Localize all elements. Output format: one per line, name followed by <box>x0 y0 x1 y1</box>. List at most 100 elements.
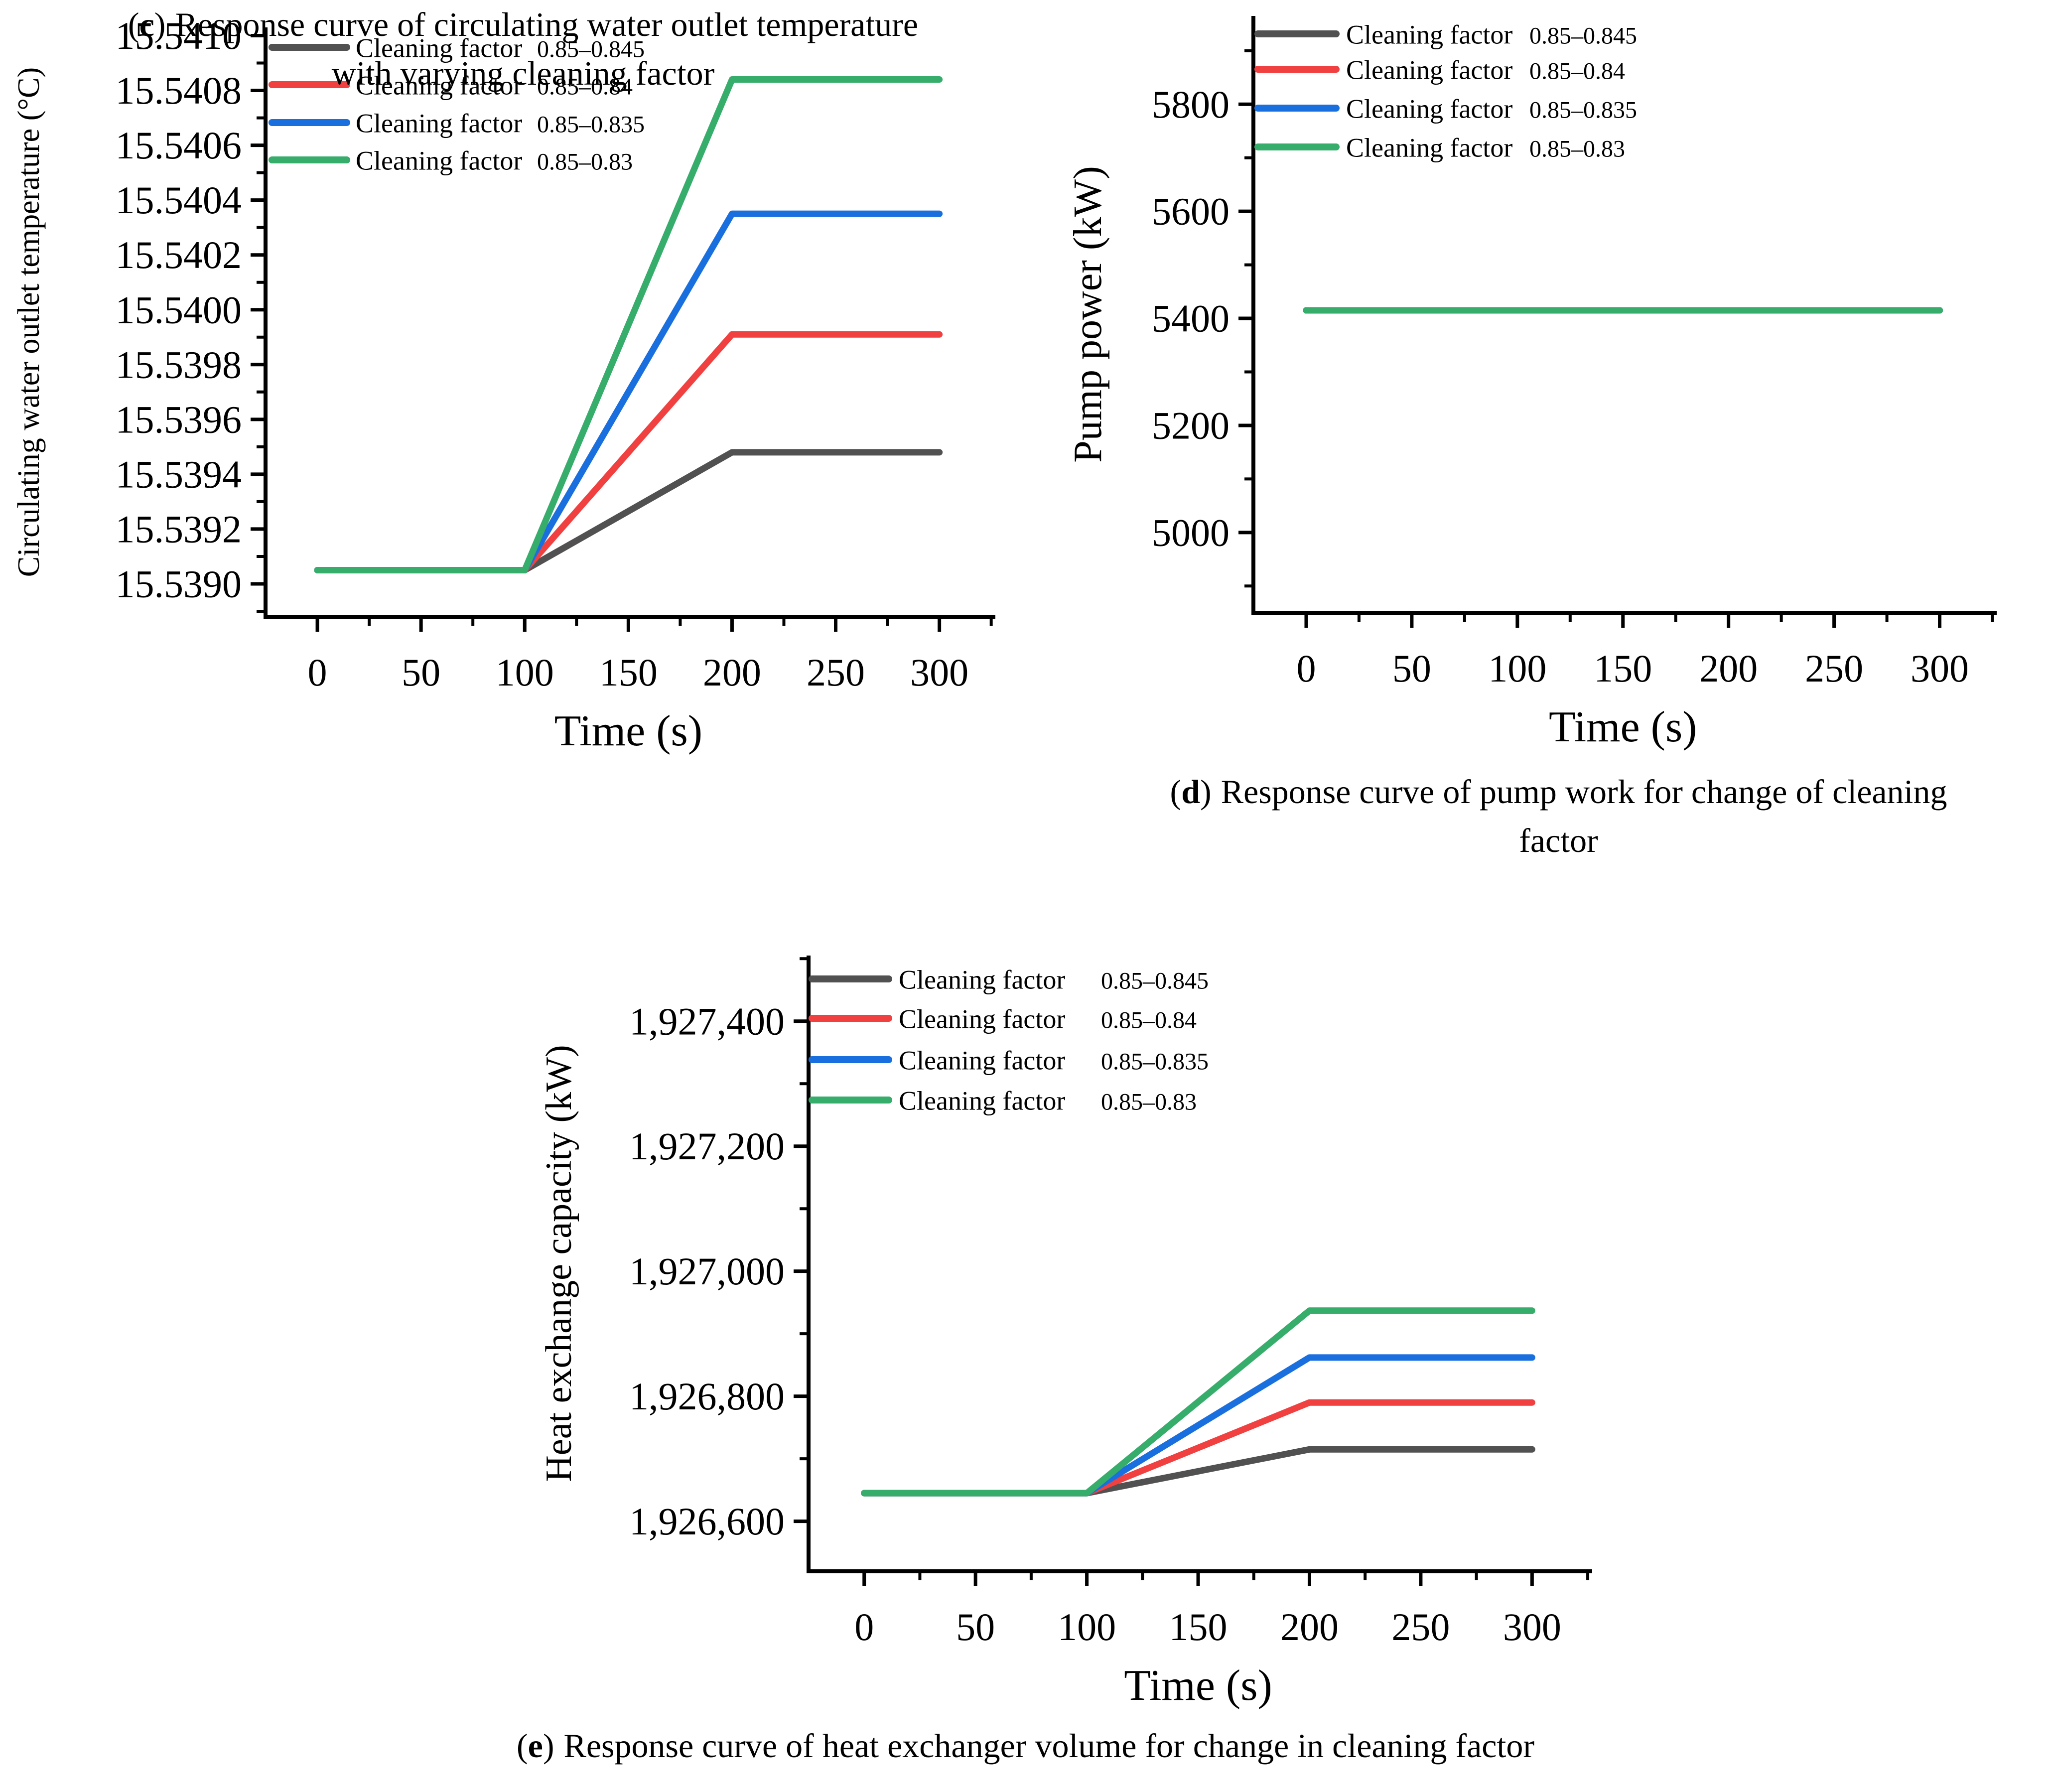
y-tick-label: 15.5394 <box>116 452 242 496</box>
legend-label: Cleaning factor <box>899 1004 1065 1034</box>
legend-entry-0.85–0.845: Cleaning factor 0.85–0.845 <box>269 33 645 63</box>
legend-label: Cleaning factor <box>1346 19 1512 49</box>
legend-label: Cleaning factor <box>899 965 1065 994</box>
legend-value: 0.85–0.83 <box>1101 1089 1197 1115</box>
x-tick-label: 50 <box>402 651 440 694</box>
y-tick-label: 5800 <box>1152 83 1230 126</box>
y-tick-label: 15.5408 <box>116 69 242 112</box>
legend-label: Cleaning factor <box>1346 133 1512 162</box>
y-tick-label: 5200 <box>1152 404 1230 447</box>
legend-label: Cleaning factor <box>356 145 522 175</box>
x-tick-label: 100 <box>1488 647 1546 690</box>
x-tick-label: 50 <box>956 1605 995 1649</box>
x-tick-label: 250 <box>1805 647 1863 690</box>
legend-entry-0.85–0.835: Cleaning factor 0.85–0.835 <box>809 1045 1209 1075</box>
y-tick-label: 15.5392 <box>116 507 242 551</box>
series-line-0.85–0.83 <box>314 76 943 573</box>
x-tick-label: 200 <box>1280 1605 1339 1649</box>
y-tick-label: 5600 <box>1152 190 1230 233</box>
legend-label: Cleaning factor <box>899 1086 1065 1115</box>
legend-value: 0.85–0.84 <box>1101 1007 1197 1033</box>
legend-value: 0.85–0.835 <box>1101 1048 1209 1075</box>
x-tick-label: 150 <box>599 651 658 694</box>
y-tick-label: 15.5402 <box>116 233 242 276</box>
caption-d-line2: factor <box>1519 822 1598 859</box>
x-tick-label: 200 <box>1699 647 1758 690</box>
caption-c-paren-open: ( <box>128 5 139 43</box>
axis-frame <box>1251 16 1997 615</box>
x-tick-label: 0 <box>1296 647 1316 690</box>
caption-d-paren-close: ) <box>1200 773 1212 811</box>
x-tick-label: 100 <box>496 651 554 694</box>
series-line-0.85–0.845 <box>861 1446 1535 1497</box>
x-tick-label: 250 <box>807 651 865 694</box>
x-axis-title: Time (s) <box>1549 703 1697 751</box>
caption-e-text: Response curve of heat exchanger volume … <box>563 1727 1535 1765</box>
legend-value: 0.85–0.845 <box>537 36 645 62</box>
legend-value: 0.85–0.83 <box>1529 136 1625 162</box>
legend-label: Cleaning factor <box>899 1045 1065 1075</box>
y-tick-label: 5400 <box>1152 297 1230 340</box>
x-axis-title: Time (s) <box>554 707 702 755</box>
legend-label: Cleaning factor <box>1346 94 1512 124</box>
caption-e-paren-close: ) <box>543 1727 554 1765</box>
legend-entry-0.85–0.83: Cleaning factor 0.85–0.83 <box>1254 133 1625 162</box>
axis-frame <box>807 956 1592 1573</box>
axis-frame <box>264 27 995 619</box>
x-tick-label: 300 <box>1911 647 1969 690</box>
legend-value: 0.85–0.835 <box>1529 97 1637 123</box>
legend-entry-0.85–0.84: Cleaning factor 0.85–0.84 <box>1254 55 1625 85</box>
caption-e-line1: (e) Response curve of heat exchanger volu… <box>0 1721 2051 1770</box>
caption-e-letter: e <box>528 1727 543 1765</box>
legend-value: 0.85–0.835 <box>537 111 645 138</box>
caption-d-paren-open: ( <box>1170 773 1182 811</box>
chart-pump-power: 5000 5200 5400 5600 5800 0 50 100 150 200 250 300 Ti… <box>1066 16 1997 751</box>
caption-c-paren-close: ) <box>154 5 166 43</box>
x-tick-label: 150 <box>1594 647 1652 690</box>
x-tick-label: 300 <box>910 651 968 694</box>
y-axis-title: Pump power (kW) <box>1066 166 1110 462</box>
y-tick-label: 15.5400 <box>116 288 242 331</box>
legend-entry-0.85–0.83: Cleaning factor 0.85–0.83 <box>809 1086 1197 1115</box>
legend-entry-0.85–0.845: Cleaning factor 0.85–0.845 <box>809 965 1209 994</box>
y-tick-label: 1,927,000 <box>629 1249 785 1293</box>
caption-c-letter: c <box>139 5 154 43</box>
y-tick-label: 15.5406 <box>116 124 242 167</box>
x-tick-label: 0 <box>308 651 327 694</box>
legend-entry-0.85–0.84: Cleaning factor 0.85–0.84 <box>269 70 633 100</box>
x-tick-label: 250 <box>1391 1605 1450 1649</box>
y-tick-label: 15.5404 <box>116 178 242 222</box>
legend-label: Cleaning factor <box>1346 55 1512 85</box>
legend-label: Cleaning factor <box>356 33 522 63</box>
caption-d-letter: d <box>1181 773 1201 811</box>
legend-value: 0.85–0.845 <box>1101 967 1209 994</box>
caption-e-paren-open: ( <box>516 1727 528 1765</box>
y-tick-label: 15.5396 <box>116 398 242 441</box>
legend-entry-0.85–0.835: Cleaning factor 0.85–0.835 <box>269 108 645 138</box>
legend-value: 0.85–0.84 <box>1529 58 1625 84</box>
series-line-0.85–0.835 <box>314 210 943 573</box>
y-axis-title: Circulating water outlet temperature (°C… <box>12 67 46 577</box>
legend-entry-0.85–0.84: Cleaning factor 0.85–0.84 <box>809 1004 1197 1034</box>
y-axis-title: Heat exchange capacity (kW) <box>539 1045 579 1482</box>
caption-d-text: Response curve of pump work for change o… <box>1221 773 1947 811</box>
y-tick-label: 1,927,400 <box>629 999 785 1043</box>
legend-label: Cleaning factor <box>356 108 522 138</box>
y-tick-label: 5000 <box>1152 511 1230 554</box>
caption-c-text: Response curve of circulating water outl… <box>175 5 919 43</box>
legend-label: Cleaning factor <box>356 70 522 100</box>
caption-c-line1: (c) Response curve of circulating water o… <box>0 0 1046 49</box>
y-tick-label: 15.5390 <box>116 562 242 605</box>
x-tick-label: 0 <box>854 1605 874 1649</box>
x-tick-label: 50 <box>1392 647 1431 690</box>
x-tick-label: 100 <box>1058 1605 1116 1649</box>
legend-entry-0.85–0.845: Cleaning factor 0.85–0.845 <box>1254 19 1637 49</box>
caption-c-line2: with varying cleaning factor <box>331 54 715 92</box>
y-tick-label: 1,926,800 <box>629 1375 785 1418</box>
x-tick-label: 150 <box>1169 1605 1228 1649</box>
y-tick-label: 1,927,200 <box>629 1124 785 1168</box>
caption-e: (e) Response curve of heat exchanger volu… <box>0 1721 2051 1770</box>
x-tick-label: 200 <box>703 651 761 694</box>
chart-heat-exchange-capacity: 1,926,600 1,926,800 1,927,000 1,927,200 1,92… <box>539 956 1592 1710</box>
